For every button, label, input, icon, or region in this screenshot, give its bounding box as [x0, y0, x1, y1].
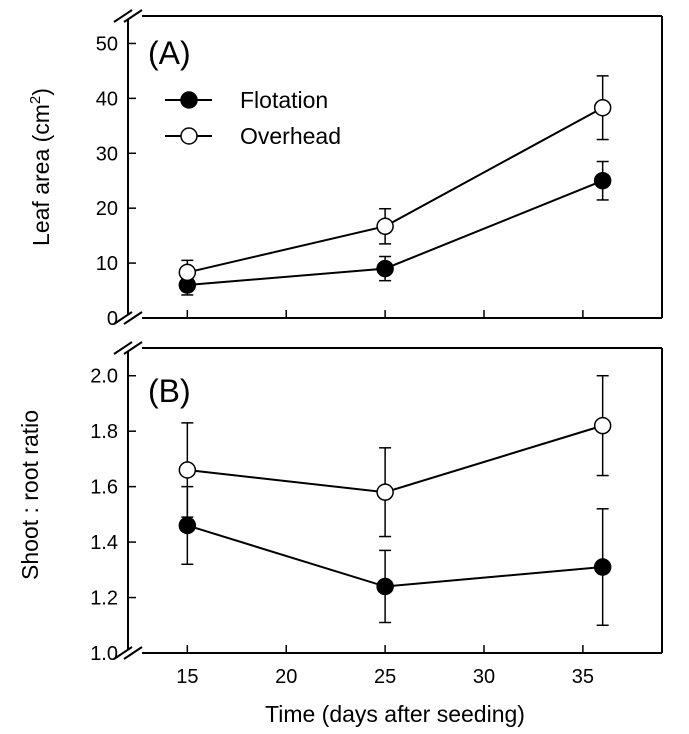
panel-a-y-tick-label: 30 — [96, 143, 118, 165]
panel-b-top-break-slash — [113, 341, 133, 355]
panel-b-point-overhead — [178, 461, 197, 479]
panel-b-point-overhead — [593, 416, 612, 435]
panel-b-y-tick-label: 2.0 — [90, 366, 118, 388]
panel-b-y-tick-label: 1.8 — [90, 421, 118, 443]
panel-a-top-break-slash — [123, 9, 143, 23]
x-tick-label: 25 — [374, 666, 396, 688]
panel-a-y-tick-label: 40 — [96, 88, 118, 110]
panel-a-leaf-area: 0 10 20 30 40 50 (A) Flotation Overhead Leaf … — [27, 9, 663, 330]
x-tick-label: 15 — [176, 666, 198, 688]
panel-a-point-flotation — [376, 259, 394, 278]
panel-b-bottom-break-slash — [113, 646, 133, 660]
x-axis-title: Time (days after seeding) — [265, 701, 525, 727]
panel-b-axis-breaks — [113, 341, 143, 660]
panel-a-top-break-slash — [113, 9, 133, 23]
panel-a-y-tick-label: 50 — [96, 33, 118, 55]
panel-a-ticks: 0 10 20 30 40 50 — [96, 33, 584, 330]
panel-b-line-flotation — [187, 524, 603, 588]
panel-a-point-overhead — [593, 98, 612, 117]
panel-b-point-flotation — [376, 577, 394, 596]
panel-b-bottom-break-slash — [123, 646, 143, 660]
panel-b-y-tick-label: 1.0 — [90, 643, 118, 665]
panel-b-y-axis-title: Shoot : root ratio — [17, 410, 43, 580]
panel-a-y-axis-title: Leaf area (cm2) — [27, 88, 54, 246]
panel-b-ticks: 1.0 1.2 1.4 1.6 1.8 2.0 — [90, 366, 584, 665]
legend-label-flotation: Flotation — [240, 87, 328, 113]
panel-a-axis-breaks — [113, 9, 143, 325]
panel-b-y-tick-label: 1.4 — [90, 532, 118, 554]
panel-b-point-flotation — [178, 516, 197, 535]
panel-b-line-overhead — [187, 424, 603, 494]
panel-a-y-axis-title-superscript: 2 — [27, 96, 44, 104]
panel-a-y-tick-label: 20 — [96, 198, 118, 220]
panel-a-line-flotation — [187, 179, 604, 287]
panel-b-label: (B) — [148, 373, 191, 409]
x-tick-label: 30 — [473, 666, 495, 688]
panel-b-top-break-slash — [123, 341, 143, 355]
panel-a-label: (A) — [148, 35, 191, 71]
panel-b-y-tick-label: 1.6 — [90, 477, 118, 499]
panel-a-point-flotation — [593, 171, 612, 190]
x-tick-label: 35 — [572, 666, 594, 688]
legend-marker-overhead — [180, 127, 198, 145]
panel-a-bottom-break-slash — [113, 311, 133, 325]
panel-b-series — [178, 374, 612, 627]
panel-b-shoot-root-ratio: 1.0 1.2 1.4 1.6 1.8 2.0 (B) Shoot : root rati… — [17, 341, 663, 665]
legend-label-overhead: Overhead — [240, 123, 341, 149]
panel-a-y-axis-title-close: ) — [28, 88, 54, 96]
panel-a-y-tick-label: 10 — [96, 253, 118, 275]
panel-b-point-flotation — [593, 558, 612, 576]
legend-marker-flotation — [180, 91, 198, 109]
panel-b-y-tick-label: 1.2 — [90, 588, 118, 610]
panel-a-y-axis-title-main: Leaf area (cm — [28, 104, 54, 246]
panel-a-y-tick-label: 0 — [107, 308, 118, 330]
panel-b-point-overhead — [376, 483, 394, 501]
panel-a-point-overhead — [376, 217, 394, 236]
legend: Flotation Overhead — [165, 87, 341, 149]
x-tick-label: 20 — [275, 666, 297, 688]
panel-a-series — [178, 75, 612, 296]
panel-a-point-overhead — [178, 263, 197, 282]
x-tick-labels: 15 20 25 30 35 — [176, 666, 594, 688]
panel-a-bottom-break-slash — [123, 311, 143, 325]
